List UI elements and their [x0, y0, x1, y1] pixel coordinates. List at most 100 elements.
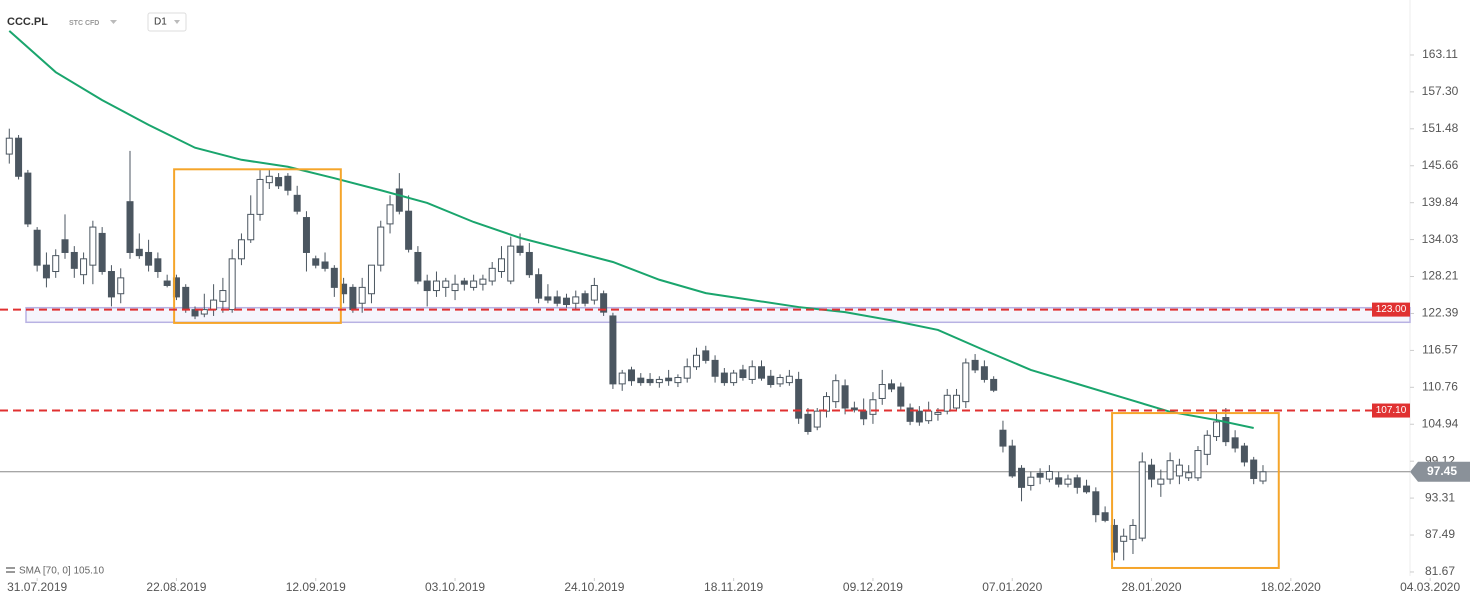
- highlight-box: [1111, 412, 1280, 569]
- candle-body: [1120, 535, 1128, 542]
- candle-body: [646, 378, 654, 384]
- candle-body: [906, 407, 914, 422]
- candle-body: [1138, 461, 1146, 539]
- candle-body: [80, 258, 88, 276]
- level-tag: [1372, 403, 1410, 418]
- candle-body: [525, 251, 533, 276]
- candle-body: [1194, 450, 1202, 479]
- candle-body: [711, 359, 719, 377]
- candle-body: [210, 299, 218, 311]
- candle-body: [692, 354, 700, 368]
- candle-body: [627, 369, 635, 382]
- candle-body: [247, 213, 255, 241]
- candle-body: [1148, 464, 1156, 480]
- candle-body: [609, 315, 617, 385]
- x-tick-label: 31.07.2019: [7, 580, 67, 594]
- candle-body: [284, 175, 292, 191]
- candle-body: [1027, 476, 1035, 486]
- candle-body: [544, 296, 552, 301]
- x-tick-label: 04.03.2020: [1400, 580, 1460, 594]
- candle-body: [1008, 445, 1016, 477]
- y-tick-label: 122.39: [1422, 306, 1459, 320]
- candle-body: [804, 413, 812, 432]
- candle-body: [200, 309, 208, 315]
- candle-body: [943, 394, 951, 412]
- candle-body: [990, 378, 998, 391]
- candle-body: [135, 248, 143, 257]
- level-label: 123.00: [1376, 304, 1407, 315]
- candle-body: [52, 255, 60, 273]
- y-tick-label: 93.31: [1425, 490, 1455, 504]
- candle-body: [358, 286, 366, 304]
- sma-legend[interactable]: SMA [70, 0] 105.10: [6, 566, 104, 577]
- candle-body: [832, 380, 840, 403]
- candle-body: [312, 258, 320, 266]
- candle-body: [367, 264, 375, 295]
- candle-body: [219, 290, 227, 302]
- candle-body: [748, 366, 756, 380]
- level-tag: [1372, 302, 1410, 317]
- instrument-type: STC CFD: [69, 20, 99, 27]
- candle-body: [590, 284, 598, 301]
- candle-body: [386, 204, 394, 225]
- candle-body: [98, 232, 106, 273]
- candle-body: [860, 410, 868, 420]
- candle-body: [720, 372, 728, 384]
- x-tick-label: 28.01.2020: [1122, 580, 1182, 594]
- candle-body: [1157, 478, 1165, 485]
- candle-body: [702, 350, 710, 361]
- candle-body: [405, 210, 413, 250]
- candle-body: [683, 366, 691, 379]
- candle-body: [535, 274, 543, 299]
- y-tick-label: 163.11: [1422, 47, 1458, 61]
- candle-body: [15, 137, 23, 177]
- candle-body: [730, 372, 738, 384]
- candle-body: [442, 280, 450, 288]
- candle-body: [5, 137, 13, 155]
- interval: D1: [154, 17, 167, 28]
- dropdown-arrow[interactable]: [110, 20, 117, 24]
- candle-body: [1064, 478, 1072, 485]
- y-tick-label: 151.48: [1422, 121, 1459, 135]
- candle-body: [377, 226, 385, 266]
- candle-body: [1092, 491, 1100, 516]
- candle-body: [460, 280, 468, 285]
- legend-icon: [6, 567, 15, 569]
- y-tick-label: 110.76: [1422, 379, 1458, 393]
- candle-body: [785, 375, 793, 384]
- candle-body: [795, 378, 803, 419]
- candle-body: [70, 251, 78, 269]
- candle-body: [507, 245, 515, 282]
- candle-body: [126, 201, 134, 253]
- candle-body: [962, 362, 970, 403]
- candle-body: [1259, 471, 1267, 482]
- candle-body: [813, 410, 821, 428]
- interval-button[interactable]: [147, 12, 187, 32]
- candle-body: [1018, 467, 1026, 488]
- candle-body: [1240, 445, 1248, 463]
- candle-body: [739, 369, 747, 379]
- y-tick-label: 139.84: [1422, 195, 1459, 209]
- candle-body: [479, 278, 487, 285]
- candle-body: [497, 258, 505, 273]
- candle-body: [1045, 470, 1053, 480]
- candle-body: [182, 286, 190, 311]
- y-tick-label: 128.21: [1422, 269, 1459, 283]
- candle-body: [237, 239, 245, 260]
- candle-body: [971, 359, 979, 371]
- candle-body: [1073, 477, 1081, 488]
- candle-body: [61, 239, 69, 253]
- candle-body: [432, 280, 440, 292]
- candle-body: [1213, 421, 1221, 438]
- candle-body: [572, 296, 580, 304]
- symbol: CCC.PL: [7, 16, 48, 28]
- y-tick-label: 145.66: [1422, 158, 1459, 172]
- x-tick-label: 22.08.2019: [146, 580, 206, 594]
- candle-body: [655, 378, 663, 384]
- candle-body: [674, 377, 682, 384]
- price-tag: [1410, 461, 1470, 482]
- candle-body: [953, 394, 961, 409]
- candle-body: [897, 386, 905, 407]
- legend-icon: [6, 571, 15, 573]
